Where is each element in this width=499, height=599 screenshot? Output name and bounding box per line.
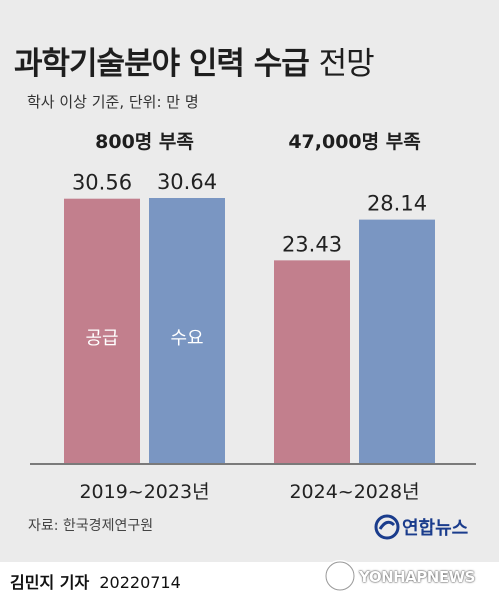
category-label: 2024~2028년 [289, 481, 419, 503]
yonhap-logo-icon [374, 514, 400, 540]
yonhap-logo-text: 연합뉴스 [402, 518, 469, 539]
watermark-icon [324, 560, 356, 592]
value-label: 30.56 [72, 171, 132, 195]
value-label: 23.43 [282, 232, 342, 256]
chart-title: 과학기술분야 인력 수급 전망 [14, 38, 375, 83]
watermark-text: YONHAPNEWS [359, 568, 475, 586]
byline: 김민지 기자 20220714 [10, 569, 181, 593]
series-label-supply: 공급 [85, 328, 118, 349]
value-label: 28.14 [367, 192, 427, 216]
yonhap-logo: 연합뉴스 [374, 512, 494, 542]
bar-supply-2 [274, 260, 350, 463]
bar-supply-1 [64, 198, 140, 464]
source-note: 자료: 한국경제연구원 [28, 518, 154, 534]
byline-date: 20220714 [99, 573, 181, 592]
chart-subtitle: 학사 이상 기준, 단위: 만 명 [27, 93, 199, 111]
byline-name: 김민지 기자 [10, 573, 90, 592]
chart-title-light: 전망 [318, 46, 375, 82]
bar-chart: 30.56 공급 30.64 수요 800명 부족 2019~2023년 23.43 28.1… [30, 131, 476, 503]
bar-demand-1 [149, 198, 225, 463]
category-label: 2019~2023년 [79, 481, 209, 503]
value-label: 30.64 [157, 170, 217, 194]
series-label-demand: 수요 [170, 328, 203, 349]
watermark: YONHAPNEWS [322, 557, 492, 595]
shortage-annotation: 800명 부족 [95, 131, 194, 153]
bar-demand-2 [359, 219, 435, 463]
chart-title-bold: 과학기술분야 인력 수급 [14, 46, 310, 82]
shortage-annotation: 47,000명 부족 [288, 131, 420, 153]
